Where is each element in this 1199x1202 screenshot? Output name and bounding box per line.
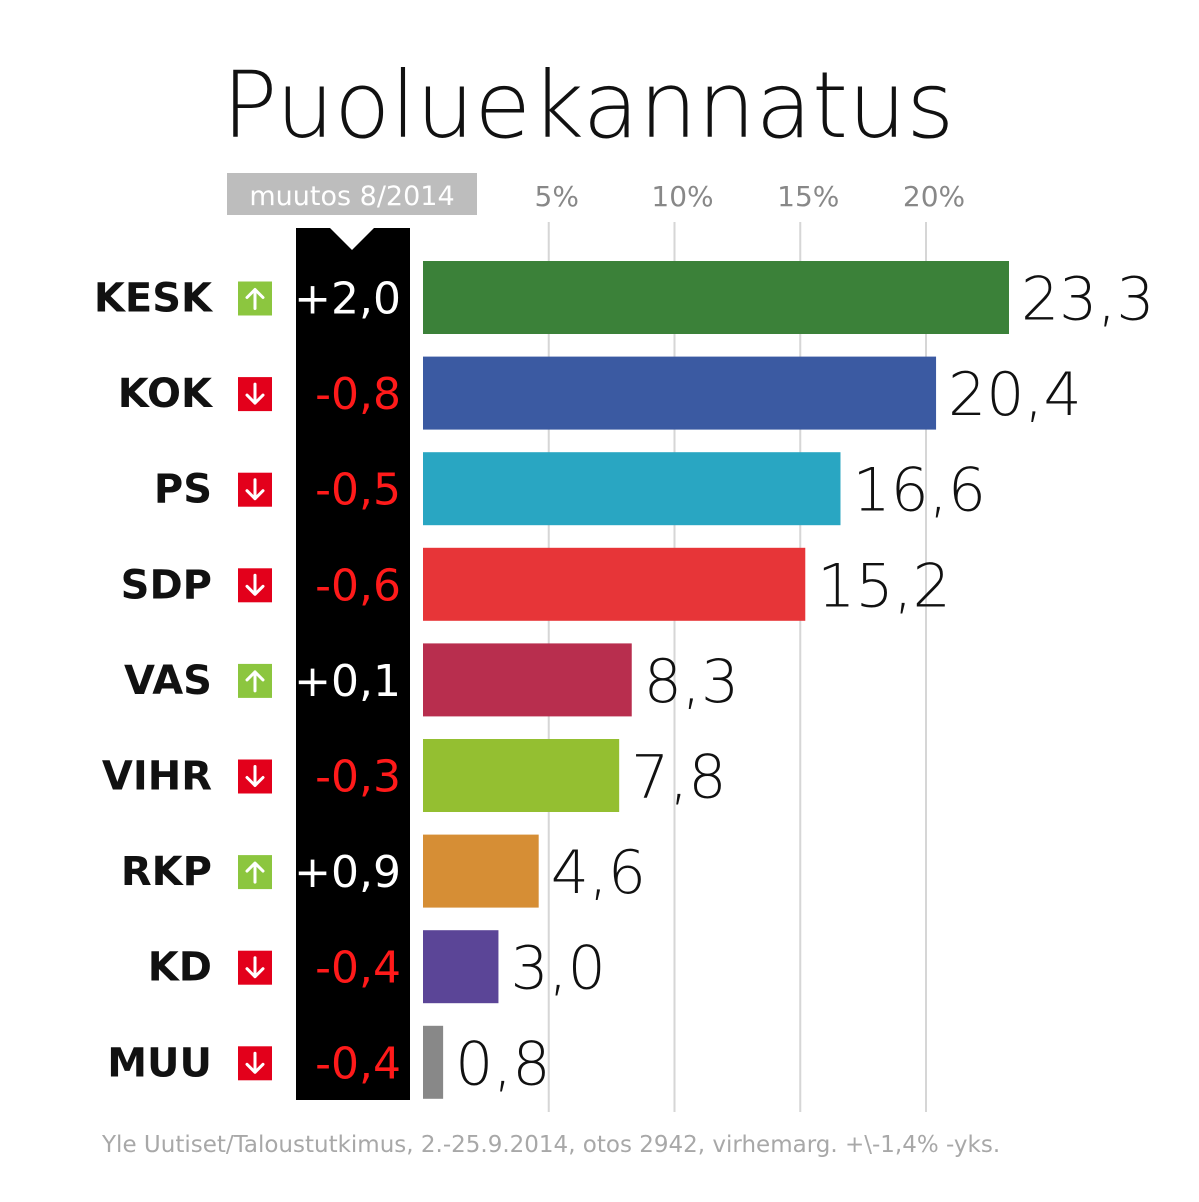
bar — [423, 547, 806, 621]
change-value: +0,1 — [294, 656, 401, 707]
party-row: PS -0,5 16,6 — [154, 452, 986, 526]
value-label: 16,6 — [852, 456, 986, 526]
x-tick-label: 5% — [535, 180, 579, 213]
value-label: 15,2 — [817, 551, 951, 621]
party-label: RKP — [121, 849, 212, 895]
arrow-up-icon — [238, 855, 272, 890]
x-tick-label: 20% — [903, 180, 965, 213]
party-row: KD -0,4 3,0 — [148, 930, 606, 1004]
party-label: PS — [154, 467, 212, 513]
arrow-down-icon — [238, 950, 272, 985]
party-row: VAS +0,1 8,3 — [124, 643, 739, 717]
party-label: KOK — [118, 371, 214, 417]
arrow-down-icon — [238, 759, 272, 794]
party-label: SDP — [121, 562, 212, 608]
change-header-label: muutos 8/2014 — [249, 181, 454, 212]
change-value: -0,6 — [315, 560, 401, 611]
party-row: KESK +2,0 23,3 — [94, 261, 1155, 335]
value-label: 7,8 — [631, 743, 726, 813]
value-label: 20,4 — [948, 360, 1082, 430]
party-row: VIHR -0,3 7,8 — [102, 739, 727, 813]
value-label: 4,6 — [551, 838, 646, 908]
bar — [423, 930, 499, 1004]
x-tick-label: 10% — [651, 180, 713, 213]
value-label: 3,0 — [510, 934, 605, 1004]
bar — [423, 356, 937, 430]
change-value: +2,0 — [294, 274, 401, 325]
value-label: 23,3 — [1021, 265, 1155, 335]
party-row: RKP +0,9 4,6 — [121, 834, 646, 908]
party-row: MUU -0,4 0,8 — [107, 1025, 551, 1099]
party-label: KESK — [94, 276, 214, 322]
bar — [423, 1025, 444, 1099]
arrow-up-icon — [238, 281, 272, 316]
change-header-box — [227, 173, 477, 215]
party-label: VIHR — [102, 754, 212, 800]
arrow-down-icon — [238, 472, 272, 507]
bar — [423, 739, 620, 812]
value-label: 8,3 — [644, 647, 739, 717]
bar — [423, 643, 632, 717]
change-value: -0,4 — [315, 943, 401, 994]
bar — [423, 452, 841, 526]
arrow-down-icon — [238, 568, 272, 603]
party-label: VAS — [124, 658, 212, 704]
party-row: SDP -0,6 15,2 — [121, 547, 951, 621]
chart-title: Puoluekannatus — [222, 52, 954, 159]
change-value: -0,5 — [315, 465, 401, 516]
value-label: 0,8 — [455, 1029, 550, 1099]
bar — [423, 261, 1009, 334]
change-value: -0,3 — [315, 752, 401, 803]
arrow-up-icon — [238, 663, 272, 698]
bar — [423, 834, 539, 908]
source-note: Yle Uutiset/Taloustutkimus, 2.-25.9.2014… — [101, 1132, 1000, 1158]
party-label: KD — [148, 945, 212, 991]
arrow-down-icon — [238, 377, 272, 412]
x-tick-label: 15% — [777, 180, 839, 213]
change-value: -0,8 — [315, 369, 401, 420]
party-label: MUU — [107, 1040, 212, 1086]
change-value: +0,9 — [294, 847, 401, 898]
change-column — [296, 228, 410, 1100]
arrow-down-icon — [238, 1046, 272, 1081]
change-value: -0,4 — [315, 1038, 401, 1089]
party-row: KOK -0,8 20,4 — [118, 356, 1082, 430]
